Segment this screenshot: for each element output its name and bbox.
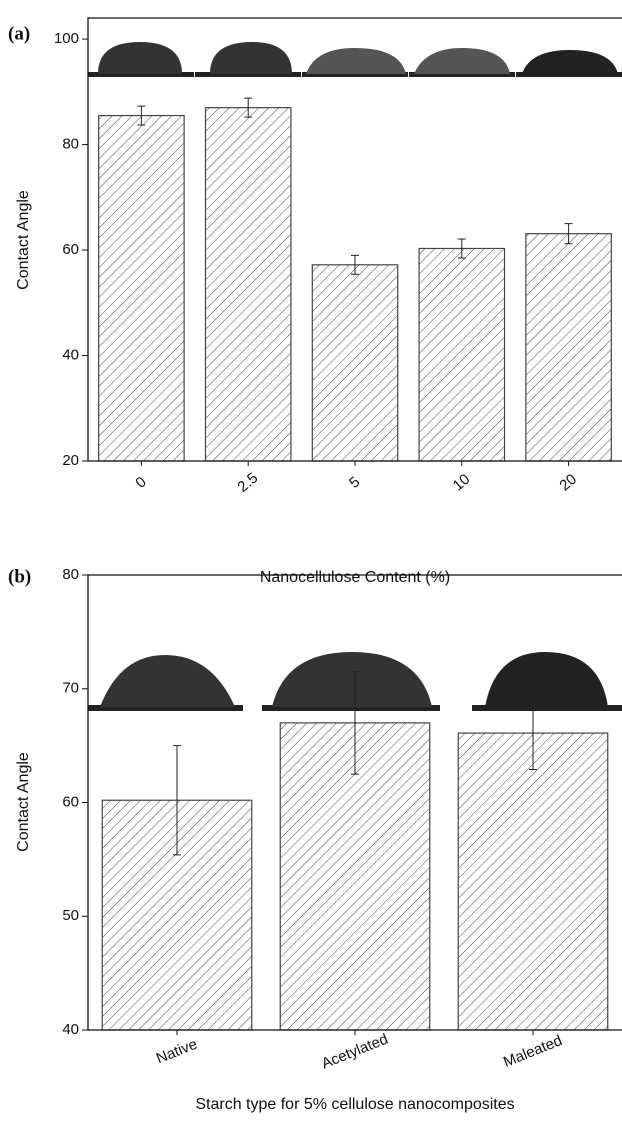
y-tick-label: 100 — [54, 30, 79, 47]
x-tick-label: Acetylated — [319, 1031, 390, 1073]
bar — [99, 116, 184, 461]
y-tick-label: 80 — [62, 566, 79, 583]
x-tick-label: Native — [154, 1036, 200, 1068]
y-axis-label: Contact Angle — [15, 752, 32, 852]
bar — [458, 733, 608, 1030]
x-tick-label: 10 — [450, 471, 474, 495]
panel-label: (b) — [8, 566, 31, 587]
x-tick-label: 20 — [556, 471, 580, 495]
bar — [419, 248, 504, 461]
x-tick-label: Maleated — [501, 1032, 565, 1071]
x-axis-label: Starch type for 5% cellulose nanocomposi… — [195, 1096, 514, 1113]
x-tick-label: 5 — [346, 473, 363, 491]
bar — [526, 234, 611, 461]
panel-label: (a) — [8, 23, 30, 44]
y-tick-label: 20 — [62, 452, 79, 469]
y-tick-label: 70 — [62, 680, 79, 697]
bar — [205, 108, 290, 461]
x-tick-label: 2.5 — [234, 469, 261, 495]
y-tick-label: 50 — [62, 907, 79, 924]
y-tick-label: 60 — [62, 793, 79, 810]
bar — [312, 265, 397, 461]
y-tick-label: 80 — [62, 136, 79, 153]
figure: (a) 20 40 60 80 100 0 2.5 5 10 20 Nanocellulose Con… — [0, 0, 622, 1119]
x-axis-label: Nanocellulose Content (%) — [260, 569, 450, 586]
y-axis-label: Contact Angle — [15, 190, 32, 290]
x-tick-label: 0 — [132, 473, 149, 491]
y-tick-label: 40 — [62, 346, 79, 363]
y-tick-label: 40 — [62, 1021, 79, 1038]
y-tick-label: 60 — [62, 241, 79, 258]
